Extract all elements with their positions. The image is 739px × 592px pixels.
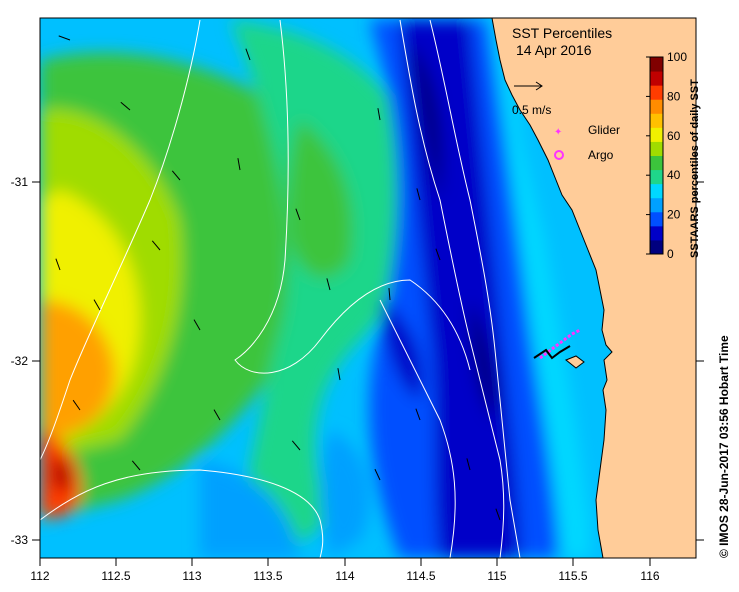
current-vector-arrow-icon xyxy=(93,299,101,311)
lon-tick-113: 113 xyxy=(182,569,201,583)
map-date: 14 Apr 2016 xyxy=(516,42,592,58)
current-vector-arrow-icon xyxy=(416,188,421,201)
colorbar-frame xyxy=(649,56,664,255)
current-scale-label: 0.5 m/s xyxy=(512,103,551,117)
current-vector-arrow-icon xyxy=(337,368,341,381)
map-title: SST Percentiles xyxy=(512,25,612,41)
colorbar-tick-label: 60 xyxy=(667,129,681,143)
lon-tick-113-5: 113.5 xyxy=(253,569,282,583)
colorbar-segment xyxy=(650,211,663,227)
lon-tick-116: 116 xyxy=(640,569,659,583)
colorbar-segment xyxy=(650,57,663,72)
colorbar-tick-label: 80 xyxy=(667,89,681,103)
colorbar-label: SSTAARS percentiles of daily SST xyxy=(689,79,701,258)
lon-tick-115-5: 115.5 xyxy=(558,569,587,583)
colorbar-tick-label: 100 xyxy=(667,50,687,64)
glider-track xyxy=(533,328,581,360)
lon-tick-115: 115 xyxy=(487,569,506,583)
colorbar-segment xyxy=(650,239,663,255)
current-vectors xyxy=(55,35,501,521)
current-vector-arrow-icon xyxy=(55,258,61,271)
current-vector-arrow-icon xyxy=(120,101,131,111)
colorbar-tick-label: 20 xyxy=(667,208,681,222)
plot-frame xyxy=(39,17,697,559)
colorbar-segment xyxy=(650,155,663,171)
credit-text: © IMOS 28-Jun-2017 03:56 Hobart Time xyxy=(717,335,731,558)
colorbar-segment xyxy=(650,85,663,100)
colorbar-segment xyxy=(650,197,663,213)
current-vector-arrow-icon xyxy=(151,240,161,251)
lon-tick-112: 112 xyxy=(30,569,49,583)
current-vector-arrow-icon xyxy=(58,35,71,41)
current-vector-arrow-icon xyxy=(326,278,331,291)
current-scale-arrow-icon xyxy=(514,81,543,91)
glider-marker-icon: ✦ xyxy=(554,127,562,138)
lon-tick-112-5: 112.5 xyxy=(101,569,130,583)
axis-ticks xyxy=(32,181,704,566)
current-vector-arrow-icon xyxy=(131,460,141,471)
colorbar-segment xyxy=(650,71,663,86)
current-vector-arrow-icon xyxy=(374,468,381,481)
current-vector-arrow-icon xyxy=(237,158,241,171)
current-vector-arrow-icon xyxy=(213,409,221,421)
current-vector-arrow-icon xyxy=(295,208,301,221)
argo-marker-icon xyxy=(554,150,564,160)
current-vector-arrow-icon xyxy=(388,288,391,301)
land-mass xyxy=(491,18,696,558)
sst-field xyxy=(40,18,696,558)
current-vector-arrow-icon xyxy=(171,170,181,181)
current-vector-arrow-icon xyxy=(377,108,381,121)
colorbar-segment xyxy=(650,169,663,185)
current-vector-arrow-icon xyxy=(72,399,81,411)
current-vector-arrow-icon xyxy=(291,440,301,451)
colorbar-segment xyxy=(650,113,663,128)
lon-tick-114-5: 114.5 xyxy=(406,569,435,583)
current-vector-arrow-icon xyxy=(415,408,421,421)
colorbar-segment xyxy=(650,99,663,114)
colorbar xyxy=(650,57,663,255)
lat-tick-33: -33 xyxy=(11,533,29,547)
glider-label: Glider xyxy=(588,123,620,137)
island xyxy=(565,355,585,369)
current-vector-arrow-icon xyxy=(245,48,251,61)
colorbar-tick-label: 40 xyxy=(667,168,681,182)
current-vector-arrow-icon xyxy=(466,458,471,471)
lat-tick-32: -32 xyxy=(11,354,29,368)
argo-label: Argo xyxy=(588,148,614,162)
colorbar-segment xyxy=(650,141,663,156)
lon-tick-114: 114 xyxy=(335,569,354,583)
colorbar-ticks: 0 20 40 60 80 100 xyxy=(646,50,687,261)
current-vector-arrow-icon xyxy=(495,508,501,521)
current-vector-arrow-icon xyxy=(435,248,441,261)
current-vector-arrow-icon xyxy=(193,319,201,331)
bathymetry-contours xyxy=(40,19,521,558)
colorbar-segment xyxy=(650,183,663,199)
colorbar-segment xyxy=(650,225,663,241)
colorbar-tick-label: 0 xyxy=(667,247,674,261)
lat-tick-31: -31 xyxy=(11,175,29,189)
colorbar-segment xyxy=(650,127,663,142)
